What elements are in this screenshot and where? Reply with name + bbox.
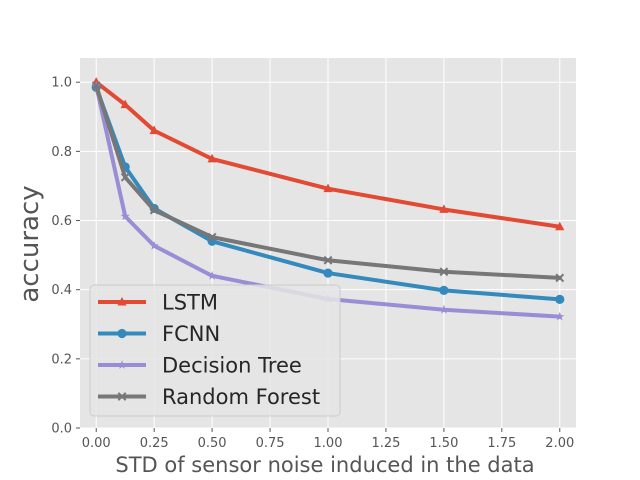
y-axis-ticks: 0.0 0.2 0.4 0.6 0.8 1.0 bbox=[51, 76, 80, 437]
data-point-x bbox=[120, 172, 130, 182]
y-tick-label: 0.4 bbox=[51, 283, 72, 298]
data-point-star bbox=[555, 311, 565, 321]
x-axis-ticks: 0.00 0.25 0.50 0.75 1.00 1.25 1.50 1.75 2.00 bbox=[82, 428, 574, 451]
x-tick-label: 1.75 bbox=[487, 436, 516, 451]
data-point-circle bbox=[117, 328, 127, 339]
x-axis-label: STD of sensor noise induced in the data bbox=[115, 453, 534, 477]
y-tick-label: 0.2 bbox=[51, 352, 72, 367]
data-point-triangle bbox=[207, 153, 217, 163]
data-point-x bbox=[323, 255, 333, 265]
y-tick-label: 0.6 bbox=[51, 214, 72, 229]
data-point-triangle bbox=[439, 204, 449, 213]
legend-item: FCNN bbox=[98, 322, 220, 346]
x-tick-label: 0.00 bbox=[82, 436, 111, 451]
data-point-triangle bbox=[117, 296, 127, 306]
y-tick-label: 1.0 bbox=[51, 76, 72, 91]
legend-item: Random Forest bbox=[98, 385, 320, 409]
y-axis-label: accuracy bbox=[15, 185, 45, 302]
legend: LSTM FCNN Decision Tree Random Forest bbox=[89, 284, 341, 417]
data-point-x bbox=[117, 392, 127, 401]
data-point-x bbox=[91, 81, 101, 91]
y-tick-label: 0.0 bbox=[51, 422, 72, 437]
data-point-triangle bbox=[555, 221, 565, 231]
x-tick-label: 2.00 bbox=[545, 436, 574, 451]
data-point-star bbox=[117, 360, 127, 369]
legend-item: LSTM bbox=[98, 291, 218, 315]
data-point-x bbox=[439, 267, 449, 277]
data-point-star bbox=[120, 211, 130, 221]
data-point-x bbox=[149, 205, 159, 215]
legend-label: Decision Tree bbox=[162, 354, 302, 378]
y-tick-label: 0.8 bbox=[51, 145, 72, 160]
series-lines bbox=[91, 77, 565, 321]
legend-item: Decision Tree bbox=[98, 354, 302, 378]
data-point-circle bbox=[555, 294, 565, 304]
x-tick-label: 0.75 bbox=[256, 436, 285, 451]
data-point-triangle bbox=[323, 183, 333, 193]
data-point-star bbox=[207, 271, 217, 280]
data-point-circle bbox=[323, 268, 333, 278]
series-random-forest bbox=[91, 81, 565, 283]
legend-label: LSTM bbox=[162, 291, 218, 315]
legend-box bbox=[89, 284, 341, 417]
x-tick-label: 0.50 bbox=[198, 436, 227, 451]
data-point-x bbox=[555, 273, 565, 283]
legend-label: FCNN bbox=[162, 322, 220, 346]
data-point-triangle bbox=[149, 125, 159, 135]
data-point-triangle bbox=[120, 99, 130, 109]
x-tick-label: 1.25 bbox=[371, 436, 400, 451]
data-point-star bbox=[439, 304, 449, 314]
data-point-x bbox=[207, 232, 217, 242]
x-tick-label: 1.00 bbox=[314, 436, 343, 451]
x-tick-label: 1.50 bbox=[429, 436, 458, 451]
x-tick-label: 0.25 bbox=[140, 436, 169, 451]
data-point-star bbox=[149, 240, 159, 250]
legend-label: Random Forest bbox=[162, 385, 320, 409]
data-point-circle bbox=[439, 285, 449, 295]
